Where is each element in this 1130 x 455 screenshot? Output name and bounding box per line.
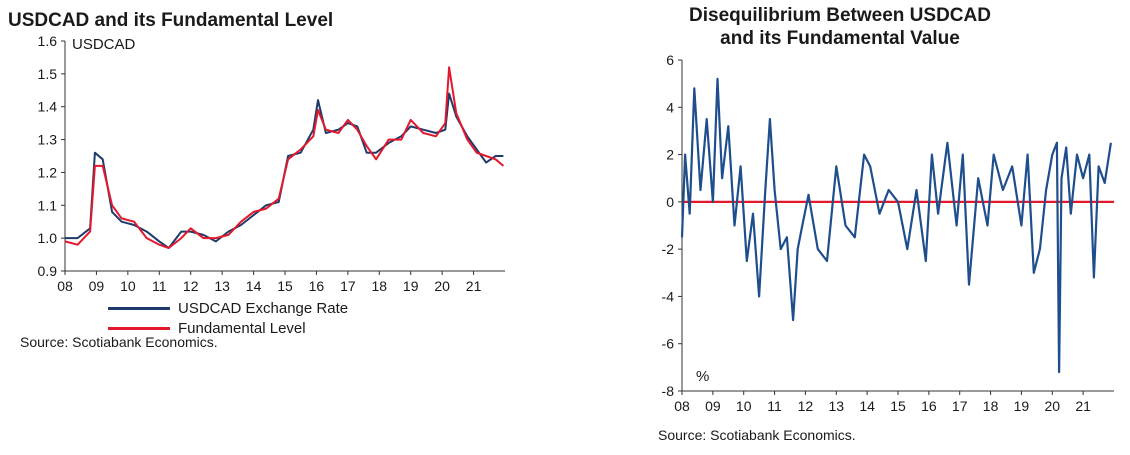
x-tick-label: 08 <box>57 278 73 294</box>
chart-title-line-1: Disequilibrium Between USDCAD <box>689 5 991 26</box>
x-tick-label: 09 <box>705 398 721 414</box>
x-tick-label: 19 <box>403 278 419 294</box>
y-tick-label: -6 <box>662 336 675 352</box>
unit-label: USDCAD <box>72 36 136 53</box>
x-tick-label: 15 <box>890 398 906 414</box>
x-tick-label: 20 <box>1044 398 1060 414</box>
legend-label: USDCAD Exchange Rate <box>178 299 349 317</box>
series-line-2 <box>64 66 505 249</box>
y-tick-label: 0.9 <box>38 263 58 279</box>
legend: USDCAD Exchange Rate Fundamental Level <box>108 298 348 338</box>
source-note: Source: Scotiabank Economics. <box>658 427 856 443</box>
x-tick-label: 16 <box>309 278 325 294</box>
y-tick-label: 6 <box>666 52 674 68</box>
x-tick-label: 12 <box>798 398 814 414</box>
chart-title: USDCAD and its Fundamental Level <box>8 10 334 31</box>
y-tick-label: -2 <box>662 241 675 257</box>
x-tick-label: 08 <box>674 398 690 414</box>
x-tick-label: 15 <box>277 278 293 294</box>
x-tick-label: 16 <box>921 398 937 414</box>
series-line-1 <box>680 77 1112 374</box>
y-tick-label: 1.1 <box>38 197 58 213</box>
x-tick-label: 17 <box>340 278 356 294</box>
y-tick-label: 1.5 <box>38 66 58 82</box>
x-tick-label: 11 <box>767 398 782 414</box>
disequilibrium-chart: Disequilibrium Between USDCAD and its Fu… <box>600 0 1130 455</box>
x-tick-label: 18 <box>371 278 387 294</box>
x-tick-label: 11 <box>152 278 167 294</box>
legend-item-exchange-rate: USDCAD Exchange Rate <box>108 298 348 318</box>
y-tick-label: 1.6 <box>38 33 58 49</box>
y-tick-label: 1.0 <box>38 230 58 246</box>
y-tick-label: 1.3 <box>38 132 58 148</box>
chart-title: Disequilibrium Between USDCAD and its Fu… <box>600 4 1080 50</box>
y-tick-label: 2 <box>666 147 674 163</box>
legend-item-fundamental: Fundamental Level <box>108 318 348 338</box>
y-tick-label: -4 <box>662 288 675 304</box>
x-tick-label: 21 <box>466 278 482 294</box>
x-tick-label: 10 <box>736 398 752 414</box>
x-tick-label: 20 <box>434 278 450 294</box>
y-tick-label: 0 <box>666 194 674 210</box>
x-tick-label: 12 <box>183 278 199 294</box>
x-tick-label: 14 <box>246 278 262 294</box>
chart-title-line-2: and its Fundamental Value <box>720 28 960 49</box>
x-tick-label: 10 <box>120 278 136 294</box>
y-tick-label: -8 <box>662 383 675 399</box>
legend-swatch-blue <box>108 306 170 310</box>
unit-label: % <box>696 368 709 385</box>
y-tick-label: 4 <box>666 99 674 115</box>
y-tick-label: 1.4 <box>38 99 58 115</box>
source-note: Source: Scotiabank Economics. <box>20 334 218 350</box>
y-tick-label: 1.2 <box>38 164 58 180</box>
x-tick-label: 14 <box>859 398 875 414</box>
x-tick-label: 19 <box>1014 398 1030 414</box>
disequilibrium-plot: -8 -6 -4 -2 0 2 4 6 08 09 10 11 12 13 14 15 16 17 18 19 20 21… <box>662 52 1114 414</box>
x-tick-label: 09 <box>89 278 105 294</box>
x-tick-label: 13 <box>214 278 230 294</box>
legend-label: Fundamental Level <box>178 319 306 337</box>
legend-swatch-red <box>108 326 170 330</box>
x-tick-label: 18 <box>983 398 999 414</box>
x-tick-label: 21 <box>1075 398 1091 414</box>
series-line-1 <box>65 92 504 249</box>
x-tick-label: 17 <box>952 398 968 414</box>
x-tick-label: 13 <box>828 398 844 414</box>
usdcad-plot: 0.9 1.0 1.1 1.2 1.3 1.4 1.5 1.6 08 09 10 11 12 13 14 15… <box>38 33 505 294</box>
usdcad-chart: USDCAD and its Fundamental Level 0.9 1.0 1… <box>0 0 520 455</box>
